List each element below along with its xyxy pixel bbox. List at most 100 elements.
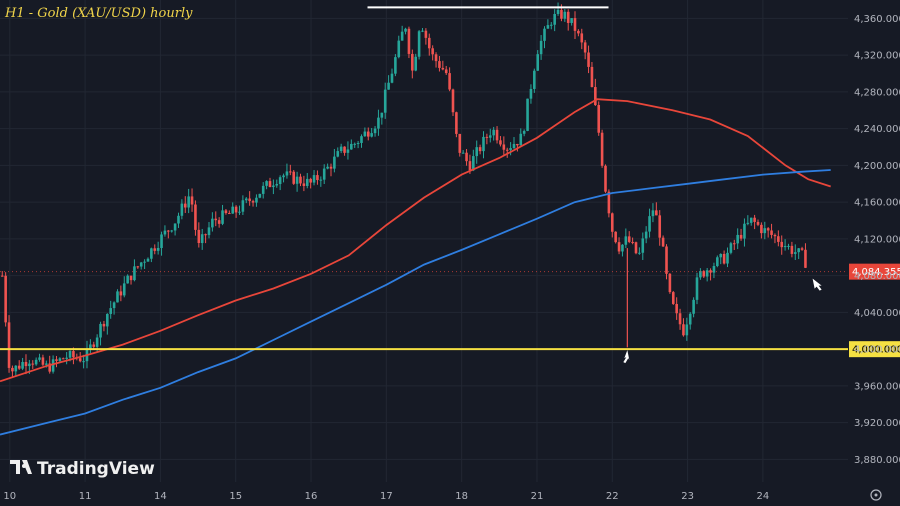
- y-axis: 3,880.000 3,920.000 3,960.000 4,000.000 4,04…: [854, 14, 900, 466]
- x-tick-label: 11: [79, 491, 92, 502]
- candle-body: [326, 166, 329, 169]
- candle-body: [624, 236, 628, 245]
- candle-body: [631, 241, 634, 243]
- candle-body: [797, 248, 800, 253]
- candle-body: [224, 210, 228, 214]
- candle-body: [28, 363, 31, 367]
- candle-body: [41, 357, 45, 365]
- candle-body: [400, 31, 404, 41]
- tradingview-logo: TradingView: [10, 459, 155, 479]
- candle-body: [211, 218, 214, 228]
- candle-body: [566, 11, 570, 23]
- candle-body: [126, 275, 129, 284]
- candle-body: [488, 135, 492, 138]
- candle-body: [658, 215, 662, 238]
- candle-body: [485, 136, 489, 138]
- candle-body: [370, 133, 373, 137]
- candle-body: [678, 313, 682, 325]
- support-label: 4,000.000: [852, 345, 900, 356]
- candle-body: [221, 210, 224, 224]
- candle-body: [373, 128, 377, 134]
- candle-body: [465, 152, 468, 162]
- candle-body: [512, 143, 516, 149]
- candle-body: [610, 213, 614, 232]
- y-tick-label: 4,320.000: [854, 51, 900, 62]
- end-arrow: [812, 278, 822, 291]
- x-tick-label: 24: [757, 491, 770, 502]
- candle-body: [709, 270, 712, 273]
- candle-body: [475, 147, 479, 157]
- candle-body: [112, 302, 116, 309]
- candle-body: [38, 357, 41, 360]
- candles: [0, 2, 807, 378]
- grid: [0, 0, 848, 482]
- x-tick-label: 16: [305, 491, 318, 502]
- candle-body: [739, 234, 743, 239]
- candle-body: [468, 161, 472, 171]
- candle-body: [570, 18, 573, 23]
- candle-body: [244, 198, 248, 201]
- candle-body: [129, 275, 133, 281]
- candle-body: [783, 245, 787, 248]
- candle-body: [604, 165, 607, 192]
- candle-body: [17, 365, 21, 369]
- candle-body: [143, 261, 146, 263]
- candle-body: [194, 204, 197, 230]
- candle-body: [773, 234, 777, 237]
- x-tick-label: 18: [455, 491, 468, 502]
- candle-body: [607, 191, 611, 214]
- candle-body: [777, 236, 780, 242]
- y-tick-label: 3,920.000: [854, 418, 900, 429]
- candle-body: [343, 146, 346, 153]
- candle-body: [671, 292, 675, 304]
- candle-body: [163, 230, 167, 235]
- candle-body: [539, 40, 543, 55]
- candle-body: [787, 245, 790, 247]
- candle-body: [526, 98, 529, 131]
- candle-body: [82, 361, 85, 363]
- candle-body: [265, 181, 268, 186]
- candle-body: [89, 344, 92, 349]
- candle-body: [482, 136, 485, 152]
- candle-body: [248, 198, 251, 202]
- candle-body: [146, 258, 150, 262]
- candle-body: [197, 229, 201, 244]
- candle-body: [438, 61, 441, 68]
- candle-body: [356, 142, 360, 144]
- candle-body: [600, 132, 604, 166]
- candle-body: [333, 156, 336, 169]
- candle-body: [563, 11, 567, 19]
- candle-body: [594, 87, 597, 106]
- settings-icon[interactable]: [870, 489, 882, 501]
- candle-body: [394, 57, 397, 74]
- candle-body: [644, 231, 648, 239]
- candle-body: [441, 67, 445, 70]
- candle-body: [746, 222, 750, 224]
- y-tick-label: 4,360.000: [854, 14, 900, 25]
- candle-body: [407, 28, 411, 54]
- candle-body: [48, 363, 52, 372]
- y-tick-label: 4,120.000: [854, 234, 900, 245]
- candle-body: [387, 82, 390, 90]
- candle-body: [590, 66, 594, 88]
- candle-body: [587, 52, 590, 67]
- candle-body: [448, 73, 451, 90]
- candle-body: [502, 144, 506, 150]
- candle-body: [411, 53, 414, 71]
- candle-body: [45, 363, 48, 365]
- candle-body: [634, 242, 638, 254]
- candle-body: [173, 223, 177, 231]
- candle-body: [458, 133, 462, 153]
- candle-body: [68, 351, 72, 358]
- candle-body: [804, 249, 807, 268]
- candle-body: [180, 203, 184, 216]
- x-tick-label: 15: [229, 491, 242, 502]
- candle-body: [24, 361, 28, 367]
- x-tick-label: 14: [154, 491, 167, 502]
- candle-body: [431, 48, 434, 55]
- candle-body: [756, 221, 760, 225]
- candle-body: [549, 24, 553, 26]
- candle-body: [275, 184, 279, 186]
- candle-body: [119, 291, 123, 296]
